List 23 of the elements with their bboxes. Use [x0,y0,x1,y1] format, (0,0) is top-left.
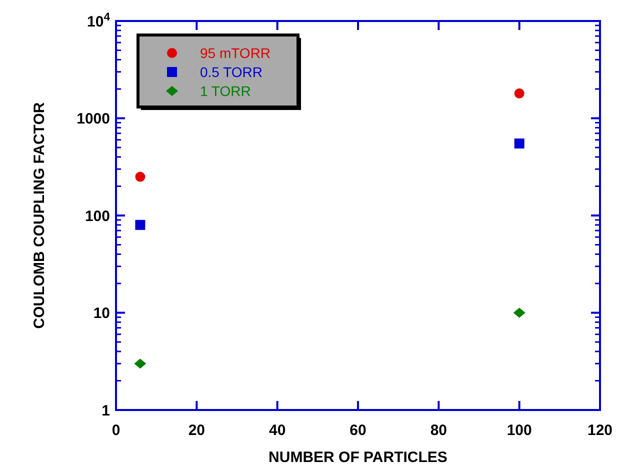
point [135,220,146,230]
point [134,358,146,369]
x-tick-label: 120 [587,422,613,439]
y-tick-label: 10 [93,305,110,322]
x-tick-label: 80 [430,422,448,439]
y-tick-label: 100 [84,208,110,225]
y-tick-label: 1 [102,402,110,420]
legend-label: 1 TORR [200,82,251,99]
point [514,88,524,98]
x-tick-label: 20 [188,422,206,439]
y-axis-title: COULOMB COUPLING FACTOR [31,102,48,329]
y-tick-label: 1000 [76,110,110,128]
y-tick-label: 10$^{4}$ [87,11,111,30]
x-tick-label: 60 [350,422,366,439]
x-tick-label: 40 [268,422,286,439]
x-tick-label: 0 [112,422,120,439]
x-tick-label: 100 [506,422,532,439]
point [135,172,146,182]
point [514,138,524,148]
legend-label: 95 mTORR [200,44,271,61]
x-axis-title: NUMBER OF PARTICLES [268,449,448,466]
point [513,308,526,318]
legend-label: 0.5 TORR [200,64,263,80]
